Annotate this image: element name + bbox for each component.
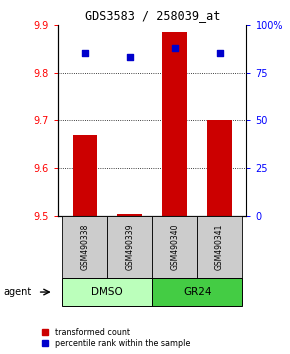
Text: GSM490338: GSM490338 [80,224,89,270]
Bar [152,216,197,278]
Bar [197,216,242,278]
Text: GR24: GR24 [183,287,211,297]
Point [83,51,87,56]
Title: GDS3583 / 258039_at: GDS3583 / 258039_at [85,9,220,22]
Bar [62,278,152,306]
Bar [152,278,242,306]
Text: GSM490340: GSM490340 [170,224,179,270]
Bar [207,120,232,216]
Legend: transformed count, percentile rank within the sample: transformed count, percentile rank withi… [42,328,190,348]
Bar [107,216,152,278]
Bar [72,135,97,216]
Bar [62,216,107,278]
Bar [117,213,142,216]
Text: DMSO: DMSO [91,287,123,297]
Text: GSM490341: GSM490341 [215,224,224,270]
Point [128,55,132,60]
Text: GSM490339: GSM490339 [125,224,134,270]
Bar [162,32,187,216]
Text: agent: agent [3,287,31,297]
Point [172,45,177,51]
Point [217,51,222,56]
